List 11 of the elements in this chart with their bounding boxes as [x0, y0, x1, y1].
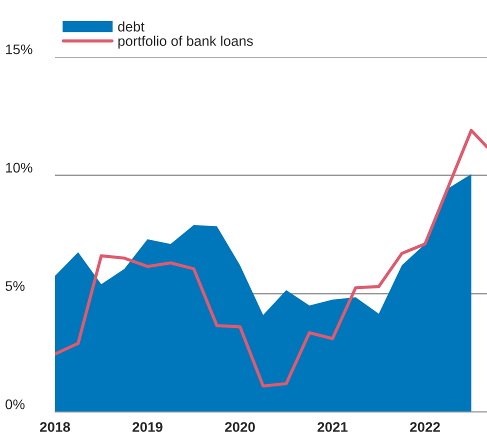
- x-tick-label: 2021: [318, 422, 348, 432]
- y-tick-label: 10%: [6, 162, 32, 173]
- y-tick-label: 0%: [6, 399, 25, 410]
- x-tick-label: 2018: [40, 422, 70, 432]
- legend-label: debt: [118, 21, 144, 32]
- y-tick-label: 5%: [6, 281, 25, 291]
- x-tick-label: 2020: [225, 422, 255, 432]
- legend-label: portfolio of bank loans: [118, 36, 253, 49]
- x-tick-label: 2019: [132, 422, 162, 432]
- y-tick-label: 15%: [6, 44, 32, 54]
- x-tick-label: 2022: [410, 422, 440, 432]
